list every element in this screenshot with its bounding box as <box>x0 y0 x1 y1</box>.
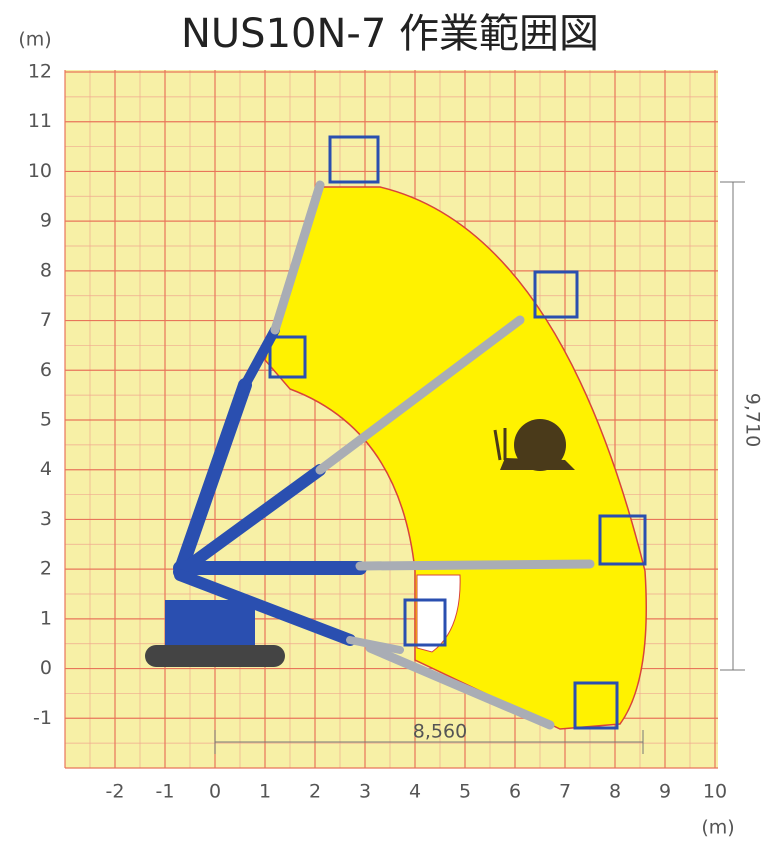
x-tick-label: 8 <box>609 781 621 803</box>
y-tick-label: 2 <box>40 558 52 580</box>
x-tick-label: 2 <box>309 781 321 803</box>
y-tick-label: 6 <box>40 359 52 381</box>
x-tick-label: 3 <box>359 781 371 803</box>
title: NUS10N-7 作業範囲図 <box>181 11 599 57</box>
y-tick-label: 11 <box>28 110 52 132</box>
x-tick-label: 0 <box>209 781 221 803</box>
envelope <box>264 186 647 730</box>
machine-body <box>165 600 255 645</box>
cutout <box>416 574 461 653</box>
y-tick-label: 5 <box>40 409 52 431</box>
y-tick-label: 4 <box>40 458 52 480</box>
booms <box>173 180 595 730</box>
y-tick-label: 9 <box>40 210 52 232</box>
y-tick-label: 7 <box>40 309 52 331</box>
y-unit: (m) <box>18 29 51 51</box>
x-tick-label: 6 <box>509 781 521 803</box>
x-tick-label: -2 <box>106 781 125 803</box>
y-tick-label: 1 <box>40 607 52 629</box>
y-tick-label: 8 <box>40 259 52 281</box>
snail-icon <box>493 419 575 471</box>
vertical-dimension: 9,710 <box>742 393 763 447</box>
dimension-lines <box>214 181 745 754</box>
baskets <box>268 135 647 730</box>
working-range <box>145 135 647 730</box>
x-tick-label: 7 <box>559 781 571 803</box>
y-tick-label: -1 <box>33 707 52 729</box>
y-tick-label: 10 <box>28 160 52 182</box>
y-tick-label: 0 <box>40 657 52 679</box>
x-tick-label: 10 <box>703 781 727 803</box>
x-unit: (m) <box>701 817 734 839</box>
x-tick-label: 1 <box>259 781 271 803</box>
crawler <box>145 645 285 667</box>
x-tick-label: 5 <box>459 781 471 803</box>
x-tick-label: 4 <box>409 781 421 803</box>
horizontal-dimension: 8,560 <box>413 721 467 743</box>
x-tick-label: -1 <box>156 781 175 803</box>
x-tick-label: 9 <box>659 781 671 803</box>
y-tick-label: 3 <box>40 508 52 530</box>
y-tick-label: 12 <box>28 61 52 83</box>
